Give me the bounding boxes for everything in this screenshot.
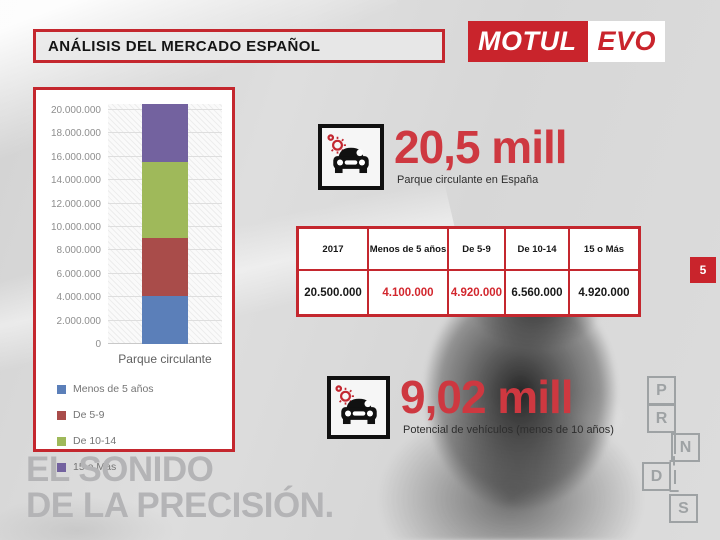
legend-swatch [57, 462, 66, 472]
car-service-icon-graphic [334, 384, 377, 424]
y-axis-tick-label: 20.000.000 [50, 105, 101, 116]
table-value-cell: 4.100.000 [368, 270, 448, 315]
legend-item: De 5-9 [57, 409, 232, 421]
motul-evo-logo: MOTUL EVO [468, 21, 666, 62]
legend-label: De 10-14 [73, 435, 117, 447]
y-axis-tick-label: 12.000.000 [50, 198, 101, 210]
tagline-line-1: EL SONIDO [26, 450, 214, 489]
x-axis-category-label: Parque circulante [118, 352, 212, 366]
legend-label: 15 o Más [73, 461, 117, 473]
legend-item: 15 o Más [57, 461, 232, 473]
gear-selector-line [674, 430, 676, 454]
slide-title: ANÁLISIS DEL MERCADO ESPAÑOL [48, 37, 321, 55]
table-header-cell: 15 o Más [569, 228, 639, 270]
y-axis: 20.000.000 18.000.000 16.000.000 14.000.000… [36, 104, 108, 350]
evo-logo-text: EVO [588, 21, 666, 62]
gear-selector-icon: P R N + D − S [641, 372, 713, 534]
plus-sign: + [668, 451, 680, 471]
legend-item: De 10-14 [57, 435, 232, 447]
car-service-icon [318, 124, 384, 190]
y-axis-tick-label: 18.000.000 [50, 128, 101, 140]
chart-area: 20.000.000 18.000.000 16.000.000 14.000.000… [36, 104, 232, 350]
y-axis-tick-label: 10.000.000 [50, 222, 101, 233]
gear-selector-line [674, 470, 676, 484]
slide-title-box: ANÁLISIS DEL MERCADO ESPAÑOL [33, 29, 445, 63]
table-value-cell: 4.920.000 [448, 270, 505, 315]
plot-area [108, 104, 222, 344]
legend-label: De 5-9 [73, 409, 105, 421]
legend-label: Menos de 5 años [73, 383, 154, 395]
stat-potencial-value: 9,02 mill [400, 371, 574, 423]
y-axis-tick-label: 4.000.000 [56, 292, 102, 304]
table-header-cell: De 10-14 [505, 228, 569, 270]
table-header-cell: De 5-9 [448, 228, 505, 270]
bar-segment-15 o Más [142, 104, 188, 162]
gear-d-box: D [642, 462, 671, 491]
y-axis-tick-label: 6.000.000 [56, 268, 102, 280]
car-service-icon [327, 376, 390, 439]
table-header-cell: Menos de 5 años [368, 228, 448, 270]
chart-legend: Menos de 5 años De 5-9 De 10-14 15 o Más [57, 383, 232, 473]
table-value-cell: 20.500.000 [298, 270, 368, 315]
legend-swatch [57, 436, 66, 446]
car-service-icon-graphic [327, 134, 369, 174]
stacked-bar-chart-card: 20.000.000 18.000.000 16.000.000 14.000.000… [33, 87, 235, 473]
gear-n-box: N [671, 433, 700, 462]
y-axis-tick-label: 2.000.000 [56, 315, 102, 327]
y-axis-tick-label: 8.000.000 [56, 245, 102, 257]
bar-segment-De 10-14 [142, 161, 188, 239]
gear-s-box: S [669, 494, 698, 523]
minus-sign: − [668, 481, 680, 501]
y-axis-tick-label: 0 [95, 339, 101, 350]
tagline-line-2: DE LA PRECISIÓN. [26, 486, 334, 525]
y-axis-tick-label: 14.000.000 [50, 175, 101, 187]
market-table: 2017 Menos de 5 años De 5-9 De 10-14 15 o Má… [296, 226, 641, 317]
table-value-cell: 6.560.000 [505, 270, 569, 315]
stat-parque-value: 20,5 mill [394, 121, 568, 173]
page-number-badge: 5 [690, 257, 716, 283]
gear-r-box: R [647, 404, 676, 433]
tagline: EL SONIDO DE LA PRECISIÓN. [26, 452, 334, 524]
bar-segment-Menos de 5 años [142, 296, 188, 344]
y-axis-tick-label: 16.000.000 [50, 151, 101, 163]
legend-swatch [57, 410, 66, 420]
stat-potencial-caption: Potencial de vehículos (menos de 10 años… [403, 424, 614, 436]
table-header-cell: 2017 [298, 228, 368, 270]
legend-item: Menos de 5 años [57, 383, 232, 395]
gear-p-box: P [647, 376, 676, 405]
table-value-cell: 4.920.000 [569, 270, 639, 315]
stat-parque-caption: Parque circulante en España [397, 174, 539, 186]
bar-segment-De 5-9 [142, 238, 188, 297]
background-swirl [0, 470, 220, 540]
motul-logo-text: MOTUL [468, 21, 589, 62]
legend-swatch [57, 384, 66, 394]
